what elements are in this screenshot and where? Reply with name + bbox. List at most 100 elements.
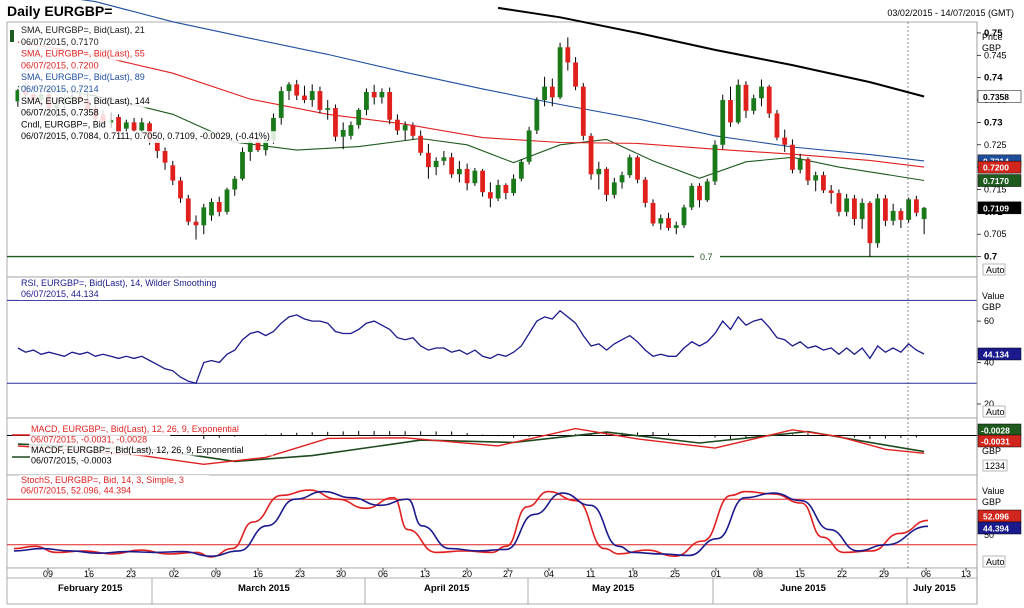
rsi-tag bbox=[977, 347, 1022, 361]
day-tick-label: 18 bbox=[628, 569, 638, 579]
month-label: March 2015 bbox=[238, 583, 290, 594]
price-legend-text: 06/07/2015, 0.7200 bbox=[21, 60, 99, 70]
stoch-tag bbox=[977, 521, 1022, 535]
price-auto-button bbox=[982, 263, 1006, 276]
candle bbox=[317, 91, 323, 110]
legends: SMA, EURGBP=, Bid(Last), 21 06/07/2015, 0… bbox=[10, 25, 322, 496]
candle bbox=[402, 125, 408, 131]
candle bbox=[449, 157, 455, 175]
stoch-tag-label: 44.394 bbox=[983, 524, 1009, 534]
candle bbox=[302, 95, 307, 101]
price-legend-text: 06/07/2015, 0.7170 bbox=[21, 37, 99, 47]
macd-tag-label: -0.0031 bbox=[981, 437, 1010, 447]
candle bbox=[15, 90, 21, 102]
price-plot: 0.7 bbox=[7, 0, 977, 262]
candle bbox=[720, 100, 726, 145]
rsi-line bbox=[17, 309, 925, 385]
candle bbox=[580, 86, 586, 136]
candle bbox=[139, 122, 145, 131]
price-legend-bg bbox=[19, 95, 161, 108]
day-tick-label: 11 bbox=[586, 569, 595, 579]
macd-legend-bg bbox=[29, 424, 269, 435]
rsi-tick-label: 60 bbox=[984, 316, 994, 326]
candle bbox=[611, 182, 617, 195]
day-tick-label: 04 bbox=[544, 569, 554, 579]
day-tick-label: 13 bbox=[420, 569, 430, 579]
candle bbox=[441, 157, 447, 161]
day-tick-label: 02 bbox=[169, 569, 179, 579]
candle bbox=[418, 135, 424, 153]
day-tick-label: 25 bbox=[670, 569, 680, 579]
price-tag bbox=[977, 174, 1022, 187]
macd-tag-label: -0.0028 bbox=[981, 426, 1010, 436]
day-tick-label: 16 bbox=[253, 569, 263, 579]
day-tick-label: 30 bbox=[336, 569, 346, 579]
stoch-legend-bg bbox=[19, 475, 210, 486]
rsi-legend-text: RSI, EURGBP=, Bid(Last), 14, Wilder Smoo… bbox=[21, 278, 216, 288]
macd-legend-bg bbox=[29, 445, 274, 456]
candle bbox=[240, 151, 245, 179]
chart-title: Daily EURGBP= bbox=[7, 3, 113, 19]
support-line-label: 0.7 bbox=[700, 252, 713, 262]
candle bbox=[782, 137, 788, 145]
stoch-tick-label: 50 bbox=[984, 530, 994, 540]
candle bbox=[627, 157, 633, 176]
rsi-axis-unit: GBP bbox=[982, 302, 1001, 312]
candle bbox=[596, 168, 602, 175]
candle bbox=[859, 202, 865, 220]
price-tick-label: 0.7 bbox=[984, 252, 997, 263]
day-tick-label: 01 bbox=[711, 569, 721, 579]
price-axis-unit: GBP bbox=[982, 43, 1001, 53]
candle bbox=[542, 86, 547, 101]
candle bbox=[565, 47, 571, 63]
day-tick-label: 22 bbox=[837, 569, 847, 579]
stoch-plot bbox=[7, 489, 977, 558]
candle bbox=[828, 190, 834, 194]
day-tick-label: 23 bbox=[126, 569, 136, 579]
candle bbox=[906, 199, 912, 220]
price-legend-bg bbox=[19, 72, 156, 84]
price-tick-label: 0.75 bbox=[984, 28, 1003, 39]
price-tick-label: 0.73 bbox=[984, 117, 1003, 128]
candle bbox=[766, 86, 772, 114]
candle bbox=[588, 135, 594, 175]
stoch-auto-button bbox=[982, 555, 1006, 568]
candle bbox=[410, 125, 416, 136]
candle bbox=[116, 117, 121, 134]
candle bbox=[309, 91, 315, 101]
price-legend-text: 06/07/2015, 0.7358 bbox=[21, 108, 99, 118]
rsi-legend-bg bbox=[19, 278, 244, 289]
price-tag bbox=[977, 201, 1022, 215]
price-legend-text: SMA, EURGBP=, Bid(Last), 55 bbox=[21, 49, 145, 59]
price-tag-label: 0.7109 bbox=[983, 203, 1009, 213]
sma-line-3 bbox=[497, 6, 925, 98]
stoch-tag-label: 52.096 bbox=[983, 512, 1009, 522]
candle bbox=[875, 198, 881, 244]
price-legend-bg bbox=[19, 60, 112, 73]
candle bbox=[511, 178, 517, 194]
candle bbox=[852, 198, 857, 220]
price-tag-label: 0.7200 bbox=[983, 163, 1009, 173]
candle bbox=[340, 130, 346, 137]
price-legend-bg bbox=[19, 25, 156, 37]
candle bbox=[836, 193, 842, 212]
candle bbox=[348, 125, 354, 136]
candle bbox=[821, 175, 826, 191]
candle bbox=[642, 179, 648, 203]
candle bbox=[573, 62, 578, 87]
stoch-auto-label: Auto bbox=[986, 557, 1005, 567]
stoch-axis-title: Value bbox=[982, 486, 1004, 496]
macd-legend-text: MACD, EURGBP=, Bid(Last), 12, 26, 9, Exp… bbox=[31, 424, 239, 434]
rsi-plot bbox=[7, 299, 977, 385]
rsi-tick-label: 40 bbox=[984, 358, 994, 368]
candle bbox=[209, 202, 214, 216]
candle bbox=[890, 210, 896, 221]
candle bbox=[495, 185, 501, 199]
candle bbox=[247, 141, 253, 152]
candle bbox=[813, 175, 819, 181]
macd-line bbox=[17, 427, 925, 466]
candle bbox=[425, 152, 431, 168]
candle bbox=[178, 180, 183, 199]
price-legend-bg bbox=[19, 84, 112, 96]
